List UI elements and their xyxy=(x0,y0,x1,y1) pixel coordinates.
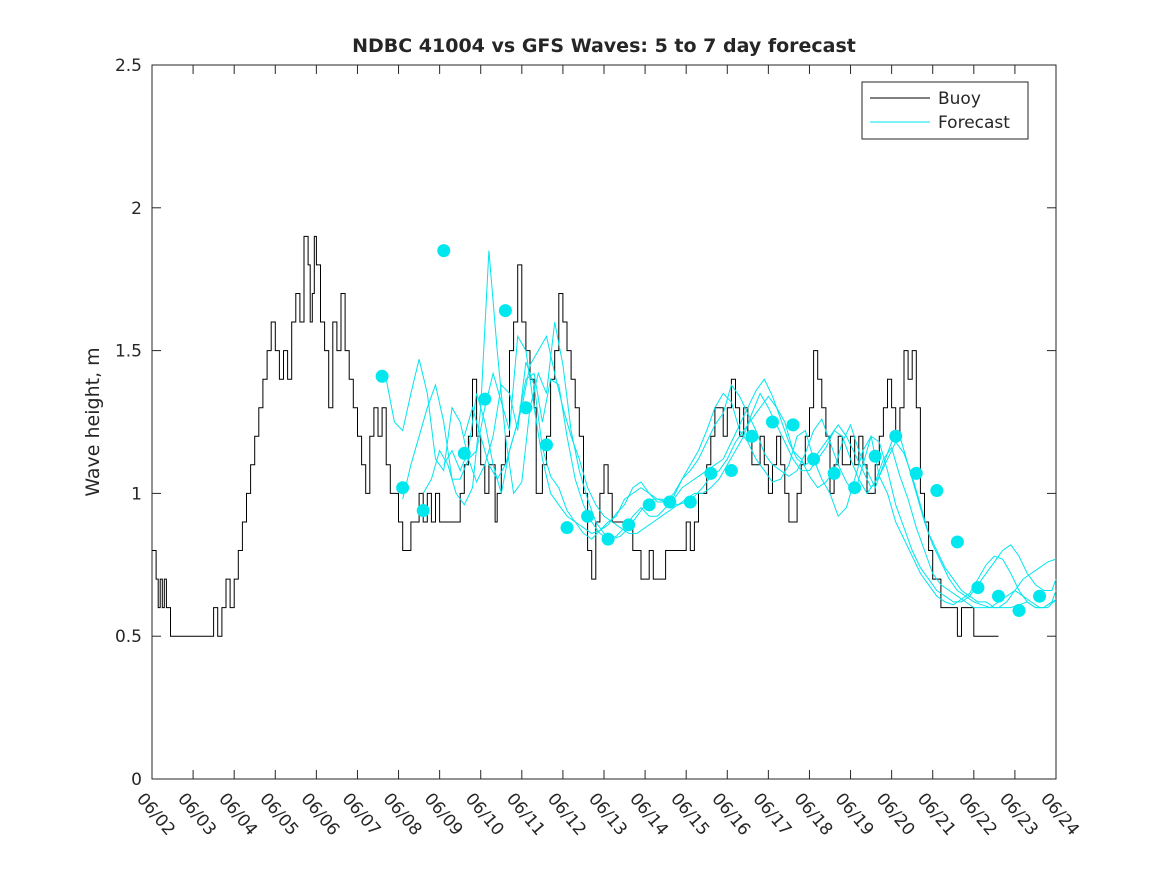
y-axis-label: Wave height, m xyxy=(82,347,104,496)
y-tick-label: 2.5 xyxy=(115,56,142,76)
forecast-run-line-1 xyxy=(385,359,1057,609)
forecast-point xyxy=(663,495,677,509)
forecast-point xyxy=(396,481,410,495)
forecast-point xyxy=(539,438,553,452)
forecast-point xyxy=(457,446,471,460)
forecast-point xyxy=(416,504,430,518)
forecast-point xyxy=(765,415,779,429)
legend-label-buoy: Buoy xyxy=(938,89,981,109)
forecast-point xyxy=(889,429,903,443)
y-tick-label: 1 xyxy=(131,484,142,504)
forecast-point xyxy=(991,589,1005,603)
forecast-point xyxy=(478,392,492,406)
series-layer xyxy=(152,235,1057,637)
chart-title: NDBC 41004 vs GFS Waves: 5 to 7 day fore… xyxy=(352,35,856,57)
y-tick-label: 1.5 xyxy=(115,342,142,362)
forecast-run-line-4 xyxy=(443,372,1056,609)
forecast-point xyxy=(581,509,595,523)
forecast-point xyxy=(807,452,821,466)
y-tick-label: 0 xyxy=(131,770,142,790)
forecast-point xyxy=(827,466,841,480)
forecast-run-line-2 xyxy=(402,334,1057,603)
forecast-point xyxy=(786,418,800,432)
forecast-point xyxy=(971,581,985,595)
forecast-point xyxy=(950,535,964,549)
plot-area: 00.511.522.5 06/0206/0306/0406/0506/0606… xyxy=(115,56,1083,840)
forecast-run-line-5 xyxy=(463,334,1057,609)
forecast-point xyxy=(519,401,533,415)
forecast-point xyxy=(930,484,944,498)
forecast-point xyxy=(868,449,882,463)
y-tick-label: 2 xyxy=(131,199,142,219)
forecast-point xyxy=(909,466,923,480)
forecast-point xyxy=(1012,603,1026,617)
forecast-point xyxy=(683,495,697,509)
forecast-point xyxy=(498,304,512,318)
legend: Buoy Forecast xyxy=(861,81,1029,140)
forecast-run-line-3 xyxy=(422,250,1057,609)
forecast-point xyxy=(601,532,615,546)
forecast-point xyxy=(745,429,759,443)
forecast-point xyxy=(622,518,636,532)
forecast-point xyxy=(375,369,389,383)
forecast-point xyxy=(704,466,718,480)
forecast-point xyxy=(642,498,656,512)
forecast-point xyxy=(724,464,738,478)
forecast-point xyxy=(560,521,574,535)
legend-box xyxy=(861,81,1029,140)
axes-box xyxy=(151,64,1057,780)
y-axis-ticks: 0 0.5 1 1.5 2 2.5 xyxy=(115,56,1056,790)
forecast-point xyxy=(848,481,862,495)
forecast-point xyxy=(437,244,451,258)
legend-label-forecast: Forecast xyxy=(938,113,1010,133)
forecast-point xyxy=(1033,589,1047,603)
y-tick-label: 0.5 xyxy=(115,627,142,647)
